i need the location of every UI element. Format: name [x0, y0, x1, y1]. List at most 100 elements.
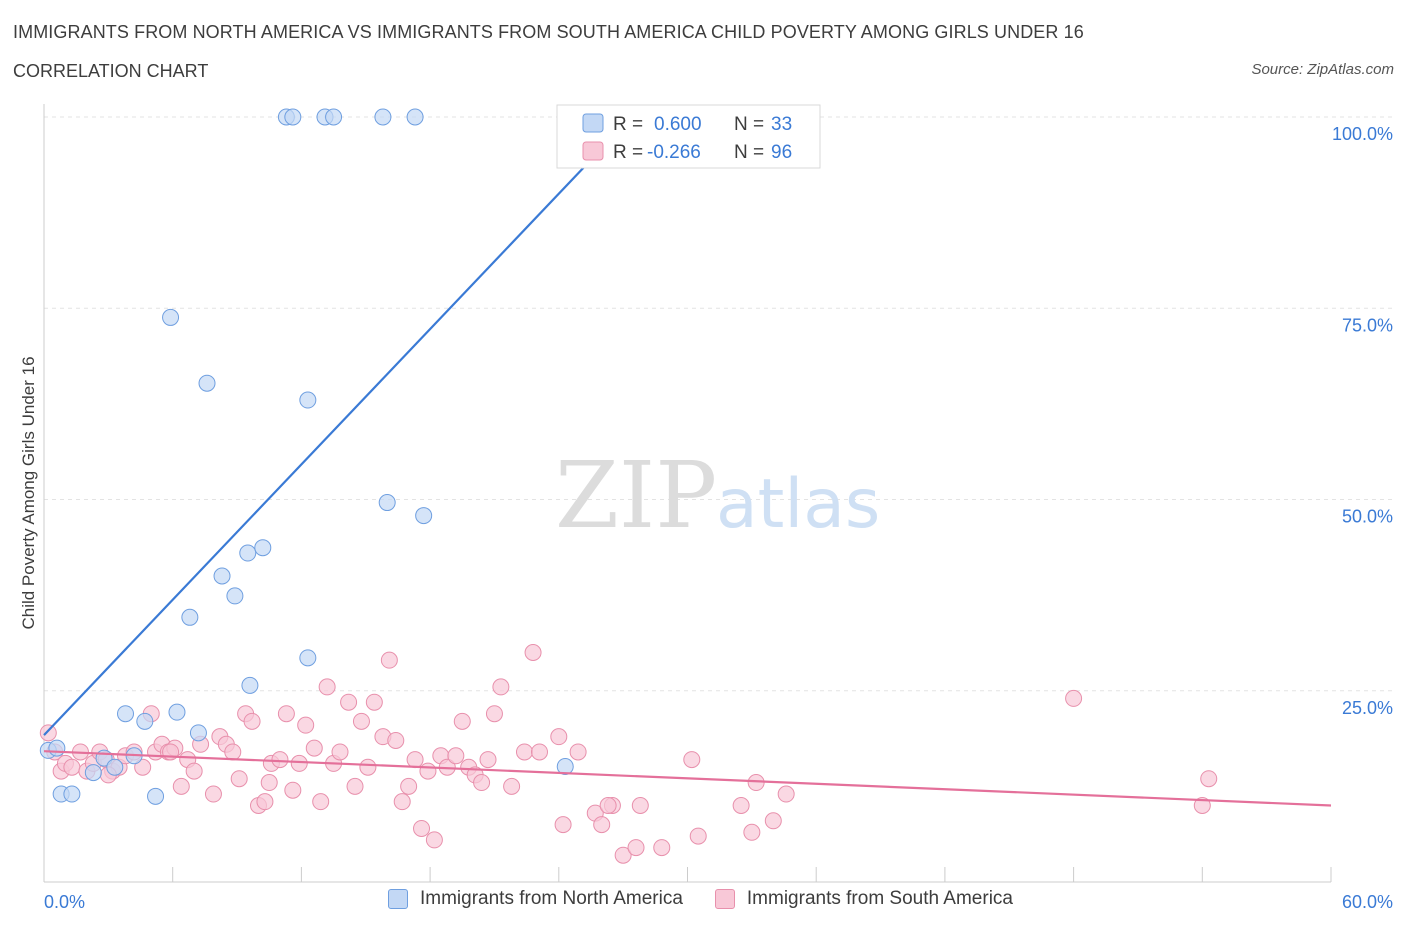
trend-line-south-america [43, 750, 1332, 807]
north-america-point [213, 567, 231, 585]
south-america-point [627, 839, 645, 857]
legend-label-north-america: Immigrants from North America [420, 888, 683, 909]
chart-subtitle: CORRELATION CHART [13, 61, 209, 81]
watermark: ZIP atlas [555, 442, 880, 549]
south-america-point [473, 774, 491, 792]
legend-swatch-south-america [714, 889, 735, 909]
south-america-point [406, 751, 424, 769]
south-america-point [297, 716, 315, 734]
south-america-point [777, 785, 795, 803]
south-america-point [614, 846, 632, 864]
south-america-point [764, 812, 782, 830]
south-america-point [172, 777, 190, 795]
south-america-point [413, 819, 431, 837]
north-america-point [299, 649, 317, 667]
south-america-point [569, 743, 587, 761]
north-america-point [556, 757, 574, 775]
north-america-point [181, 608, 199, 626]
north-america-point [63, 785, 81, 803]
south-america-point [380, 651, 398, 669]
y-tick-labels: 100.0% 75.0% 50.0% 25.0% [1332, 124, 1393, 718]
north-america-point [254, 539, 272, 557]
south-america-point [1193, 797, 1211, 814]
north-america-point [299, 391, 317, 409]
x-tick-label-max: 60.0% [1342, 892, 1393, 912]
south-america-point [1200, 770, 1218, 788]
south-america-point [631, 797, 649, 814]
south-america-point [732, 797, 750, 814]
y-axis-label: Child Poverty Among Girls Under 16 [19, 356, 38, 629]
south-america-point [554, 816, 572, 834]
south-america-point [134, 758, 152, 776]
north-america-point [106, 758, 124, 776]
south-america-point [492, 678, 510, 696]
south-america-point [39, 724, 57, 742]
legend-swatch-blue [582, 113, 604, 133]
south-america-point [599, 797, 617, 814]
south-america-point [453, 712, 471, 730]
south-america-point [1065, 689, 1083, 707]
south-america-point [277, 705, 295, 723]
south-america-point [485, 705, 503, 723]
south-america-point [425, 831, 443, 849]
south-america-point [530, 743, 548, 761]
south-america-point [743, 823, 761, 841]
north-america-point [189, 724, 207, 742]
south-america-point [393, 793, 411, 811]
south-america-point [230, 770, 248, 788]
north-america-point [168, 703, 186, 721]
north-america-point [241, 676, 259, 694]
chart-title: IMMIGRANTS FROM NORTH AMERICA VS IMMIGRA… [13, 22, 1084, 42]
correlation-legend: R = 0.600 N = 33 R = -0.266 N = 96 [556, 104, 821, 169]
legend-label-south-america: Immigrants from South America [746, 888, 1013, 909]
y-tick-label: 100.0% [1332, 124, 1393, 144]
south-america-point [243, 712, 261, 730]
north-america-point [136, 712, 154, 730]
north-america-point [198, 374, 216, 392]
legend-n-value-1: 33 [771, 114, 792, 135]
south-america-point [653, 839, 671, 857]
legend-item-north-america: Immigrants from North America [388, 888, 683, 910]
south-america-point [447, 747, 465, 765]
legend-r-value-1: 0.600 [654, 114, 702, 135]
south-america-point [503, 777, 521, 795]
legend-r-label-2: R = [613, 142, 643, 163]
south-america-point [284, 781, 302, 799]
north-america-point [226, 587, 244, 605]
south-america-point [524, 644, 542, 661]
trend-line-north-america [43, 116, 633, 736]
legend-item-south-america: Immigrants from South America [714, 888, 1013, 910]
north-america-point [117, 705, 135, 723]
north-america-point [406, 108, 424, 126]
north-america-point [84, 764, 102, 782]
south-america-point [224, 743, 242, 761]
south-america-point [683, 751, 701, 769]
south-america-point [318, 678, 336, 696]
south-america-point [689, 827, 707, 845]
legend-r-label-1: R = [613, 114, 643, 135]
south-america-point [260, 774, 278, 792]
legend-n-label-2: N = [734, 142, 764, 163]
bottom-legend: Immigrants from North America Immigrants… [388, 888, 1045, 910]
legend-swatch-pink [582, 141, 604, 161]
south-america-point [550, 728, 568, 746]
north-america-point [374, 108, 392, 126]
south-america-point [312, 793, 330, 811]
north-america-point [48, 739, 66, 757]
y-tick-label: 50.0% [1342, 507, 1393, 527]
watermark-zip: ZIP [555, 442, 717, 549]
series-south-america [39, 644, 1218, 864]
south-america-point [419, 762, 437, 780]
south-america-point [352, 712, 370, 730]
south-america-point [593, 816, 611, 834]
south-america-point [359, 758, 377, 776]
legend-n-value-2: 96 [771, 142, 792, 163]
y-tick-label: 75.0% [1342, 315, 1393, 335]
south-america-point [256, 793, 274, 811]
north-america-point [147, 787, 165, 805]
south-america-point [290, 754, 308, 772]
x-tick-label-min: 0.0% [44, 892, 85, 912]
south-america-point [340, 693, 358, 711]
y-tick-label: 25.0% [1342, 698, 1393, 718]
